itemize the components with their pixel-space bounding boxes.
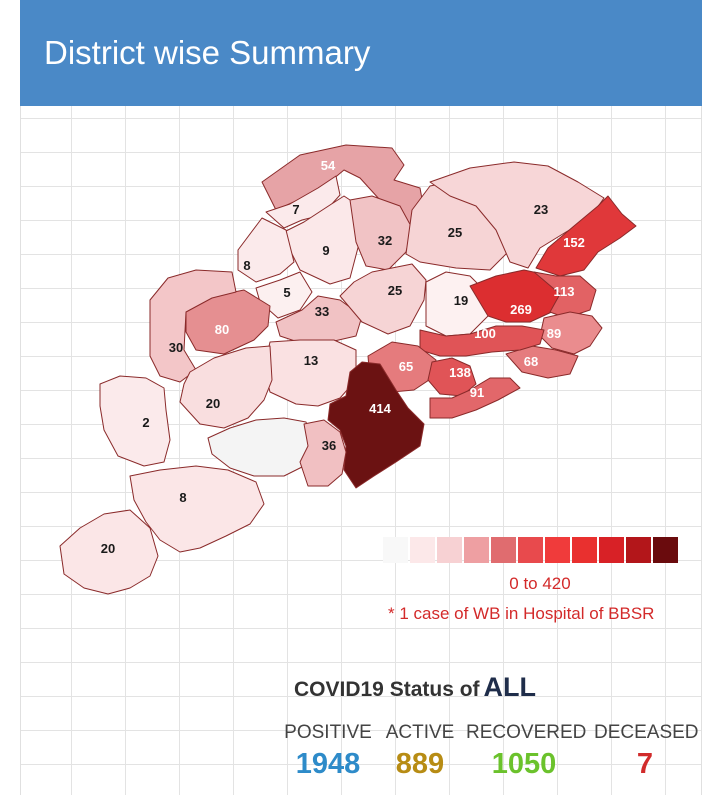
district-jagatsinghpur[interactable] [539, 311, 603, 355]
stat-recovered-label: RECOVERED [466, 722, 587, 743]
stat-deceased: DECEASED 7 [594, 722, 699, 781]
stat-deceased-value: 7 [636, 748, 654, 780]
district-northeast[interactable] [429, 161, 605, 269]
district-ganjam[interactable] [327, 361, 425, 489]
district-label: 36 [322, 438, 336, 453]
legend-swatch [626, 537, 651, 563]
stat-active-label: ACTIVE [385, 722, 455, 743]
district-label: 7 [292, 202, 299, 217]
district-center-25[interactable] [339, 263, 427, 335]
district-center-13[interactable] [263, 339, 357, 407]
legend-swatch [572, 537, 597, 563]
district-label: 100 [474, 326, 496, 341]
stat-recovered-value: 1050 [491, 748, 557, 780]
district-label: 5 [283, 285, 290, 300]
legend-swatch [464, 537, 489, 563]
district-label: 414 [369, 401, 391, 416]
district-south-20[interactable] [179, 345, 273, 429]
color-legend [383, 537, 678, 563]
stat-positive-label: POSITIVE [284, 722, 372, 743]
legend-swatch [518, 537, 543, 563]
district-label: 8 [243, 258, 250, 273]
legend-swatch [383, 537, 408, 563]
stat-active-value: 889 [395, 748, 445, 780]
district-label: 13 [304, 353, 318, 368]
district-label: 20 [101, 541, 115, 556]
stat-positive-value: 1948 [295, 748, 361, 780]
district-label: 80 [215, 322, 229, 337]
district-west-8[interactable] [237, 217, 295, 283]
district-label: 68 [524, 354, 538, 369]
district-cuttack[interactable] [419, 325, 545, 357]
legend-swatch [410, 537, 435, 563]
district-west-30[interactable] [149, 269, 237, 383]
district-center-33[interactable] [275, 295, 363, 343]
district-bhadrak[interactable] [533, 271, 597, 319]
status-scope: ALL [483, 672, 537, 702]
legend-swatch [653, 537, 678, 563]
district-label: 54 [321, 158, 336, 173]
district-label: 138 [449, 365, 471, 380]
district-label: 9 [322, 243, 329, 258]
legend-range-label: 0 to 420 [509, 574, 571, 593]
district-label: 152 [563, 235, 585, 250]
legend-swatch [491, 537, 516, 563]
district-label: 269 [510, 302, 532, 317]
legend-swatch [437, 537, 462, 563]
district-label: 32 [378, 233, 392, 248]
status-title-text: COVID19 Status of [294, 678, 480, 701]
district-label: 33 [315, 304, 329, 319]
district-label: 113 [554, 284, 575, 299]
district-puri[interactable] [429, 377, 521, 419]
district-label: 19 [454, 293, 468, 308]
district-label: 20 [206, 396, 220, 411]
stat-active: ACTIVE 889 [384, 722, 456, 781]
district-gajapati[interactable] [299, 419, 347, 487]
district-label: 2 [142, 415, 149, 430]
status-title: COVID19 Status of ALL [294, 672, 536, 703]
district-label: 25 [448, 225, 462, 240]
card-header: District wise Summary [20, 0, 702, 106]
district-label: 65 [399, 359, 413, 374]
stat-positive: POSITIVE 1948 [284, 722, 372, 781]
district-label: 8 [179, 490, 186, 505]
legend-swatch [545, 537, 570, 563]
page-title: District wise Summary [44, 34, 371, 71]
district-label: 89 [547, 326, 561, 341]
district-label: 91 [470, 385, 484, 400]
legend-swatch [599, 537, 624, 563]
district-label: 23 [534, 202, 548, 217]
district-label: 30 [169, 340, 183, 355]
footnote: * 1 case of WB in Hospital of BBSR [388, 604, 655, 623]
district-koraput[interactable] [129, 465, 265, 553]
district-balasore[interactable] [535, 195, 637, 277]
district-kendrapara[interactable] [505, 345, 579, 379]
district-malkangiri[interactable] [59, 509, 159, 595]
district-map-svg: 54 7 9 32 25 23 152 8 5 33 25 19 269 113 89 68 100 80 30 13… [59, 144, 637, 595]
district-south-2[interactable] [99, 375, 171, 467]
district-label: 25 [388, 283, 402, 298]
stat-deceased-label: DECEASED [594, 722, 699, 743]
stat-recovered: RECOVERED 1050 [466, 722, 587, 781]
district-map: 54 7 9 32 25 23 152 8 5 33 25 19 269 113 89 68 100 80 30 13… [59, 144, 637, 595]
